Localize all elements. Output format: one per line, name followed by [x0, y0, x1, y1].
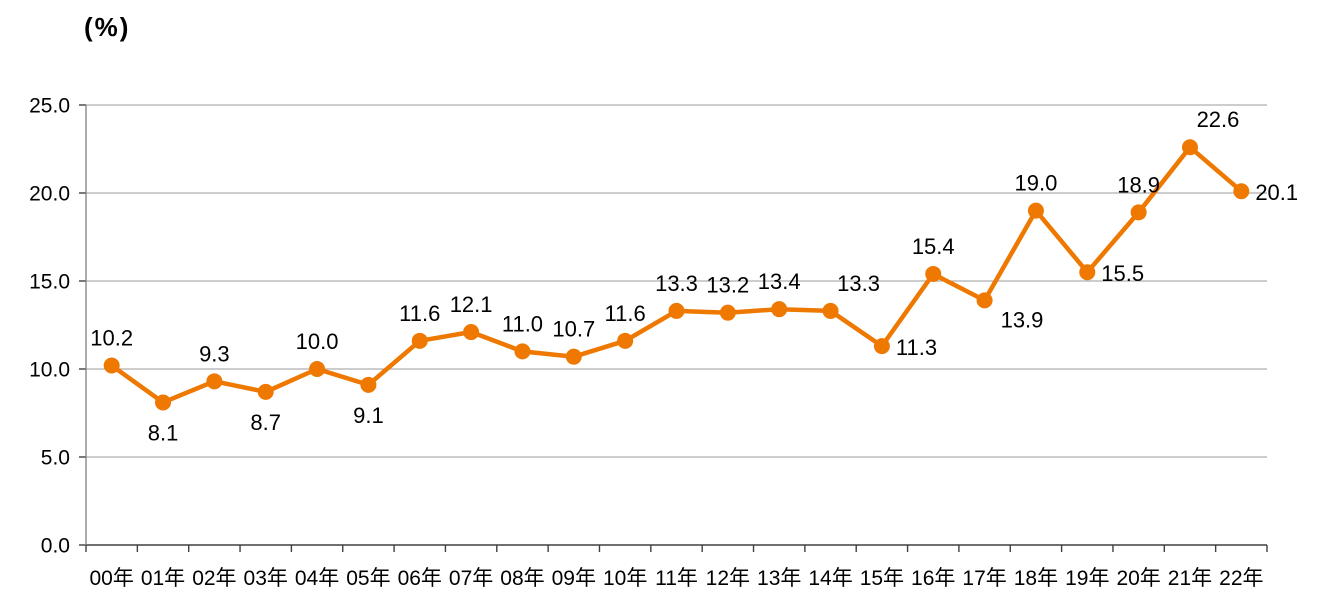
- x-tick-label: 04年: [295, 567, 339, 590]
- data-label: 22.6: [1197, 107, 1240, 132]
- data-point-marker: [155, 394, 172, 411]
- data-point-marker: [309, 361, 326, 377]
- y-tick-label: 10.0: [29, 359, 70, 382]
- x-axis: 00年 01年 02年 03年 04年 05年 06年 07年 08年 09年 10年 11年 12年 1…: [85, 545, 1268, 590]
- data-point-marker: [565, 348, 582, 365]
- data-points: [103, 139, 1250, 411]
- y-tick-label: 0.0: [41, 535, 70, 558]
- data-label: 9.1: [353, 403, 384, 428]
- x-tick-label: 08年: [500, 567, 544, 590]
- data-label: 11.0: [502, 311, 543, 336]
- data-label: 15.4: [912, 234, 955, 259]
- y-tick-label: 25.0: [29, 95, 70, 118]
- gridlines: [86, 104, 1267, 458]
- x-tick-label: 09年: [552, 567, 596, 590]
- data-label: 15.5: [1101, 261, 1144, 286]
- data-point-marker: [1233, 183, 1250, 200]
- data-point-marker: [771, 301, 788, 318]
- data-label: 11.3: [896, 335, 937, 360]
- data-point-marker: [925, 265, 942, 282]
- y-tick-label: 15.0: [29, 271, 70, 294]
- data-point-marker: [1181, 139, 1198, 156]
- data-point-marker: [103, 357, 120, 374]
- data-label: 13.9: [1001, 307, 1044, 332]
- x-tick-label: 19年: [1065, 567, 1109, 590]
- x-tick-label: 14年: [808, 567, 852, 590]
- data-label: 10.2: [90, 325, 133, 350]
- data-label: 18.9: [1117, 172, 1160, 197]
- x-tick-label: 03年: [244, 567, 288, 590]
- data-label: 8.7: [250, 410, 281, 435]
- data-point-marker: [206, 373, 223, 390]
- data-label: 13.4: [758, 269, 801, 294]
- y-tick-label: 20.0: [29, 183, 70, 206]
- x-tick-label: 17年: [962, 567, 1006, 590]
- data-label: 10.0: [296, 329, 339, 354]
- y-tick-label: 5.0: [41, 447, 70, 470]
- x-tick-label: 02年: [192, 567, 236, 590]
- data-label: 10.7: [552, 317, 595, 342]
- x-tick-label: 01年: [141, 567, 185, 590]
- x-tick-label: 05年: [346, 567, 390, 590]
- x-tick-label: 00年: [89, 567, 133, 590]
- data-label: 19.0: [1015, 171, 1058, 196]
- data-label: 20.1: [1255, 180, 1298, 205]
- data-point-marker: [1130, 204, 1147, 221]
- data-labels: 10.2 8.1 9.3 8.7 10.0 9.1 11.6 12.1 11.0 10.7 11.6…: [90, 107, 1298, 445]
- data-point-marker: [360, 376, 377, 393]
- data-label: 11.6: [399, 301, 440, 326]
- data-label: 11.6: [605, 301, 646, 326]
- x-tick-label: 12年: [706, 567, 750, 590]
- data-point-marker: [976, 292, 993, 309]
- x-tick-label: 20年: [1116, 567, 1160, 590]
- data-point-marker: [873, 338, 890, 355]
- y-axis: 0.0 5.0 10.0 15.0 20.0 25.0: [29, 95, 1267, 558]
- data-point-marker: [514, 343, 531, 360]
- data-point-marker: [719, 304, 736, 321]
- x-tick-label: 07年: [449, 567, 493, 590]
- data-point-marker: [1079, 264, 1096, 281]
- x-tick-label: 13年: [757, 567, 801, 590]
- data-label: 8.1: [148, 420, 179, 445]
- data-label: 13.2: [706, 273, 749, 298]
- x-tick-label: 11年: [655, 567, 698, 590]
- data-point-marker: [617, 332, 634, 349]
- data-label: 12.1: [450, 292, 493, 317]
- data-label: 13.3: [655, 271, 698, 296]
- x-tick-label: 22年: [1219, 567, 1263, 590]
- y-axis-unit-label: (%): [84, 12, 131, 42]
- x-tick-label: 16年: [911, 567, 955, 590]
- x-tick-label: 15年: [860, 567, 904, 590]
- data-point-marker: [668, 302, 685, 319]
- x-tick-label: 06年: [398, 567, 442, 590]
- data-point-marker: [463, 324, 480, 341]
- x-tick-label: 18年: [1014, 567, 1058, 590]
- x-tick-label: 10年: [603, 567, 647, 590]
- data-point-marker: [411, 332, 428, 349]
- x-tick-label: 21年: [1168, 567, 1212, 590]
- data-label: 13.3: [837, 271, 880, 296]
- data-point-marker: [257, 383, 274, 400]
- data-point-marker: [822, 302, 839, 319]
- data-point-marker: [1027, 202, 1044, 219]
- data-label: 9.3: [199, 341, 230, 366]
